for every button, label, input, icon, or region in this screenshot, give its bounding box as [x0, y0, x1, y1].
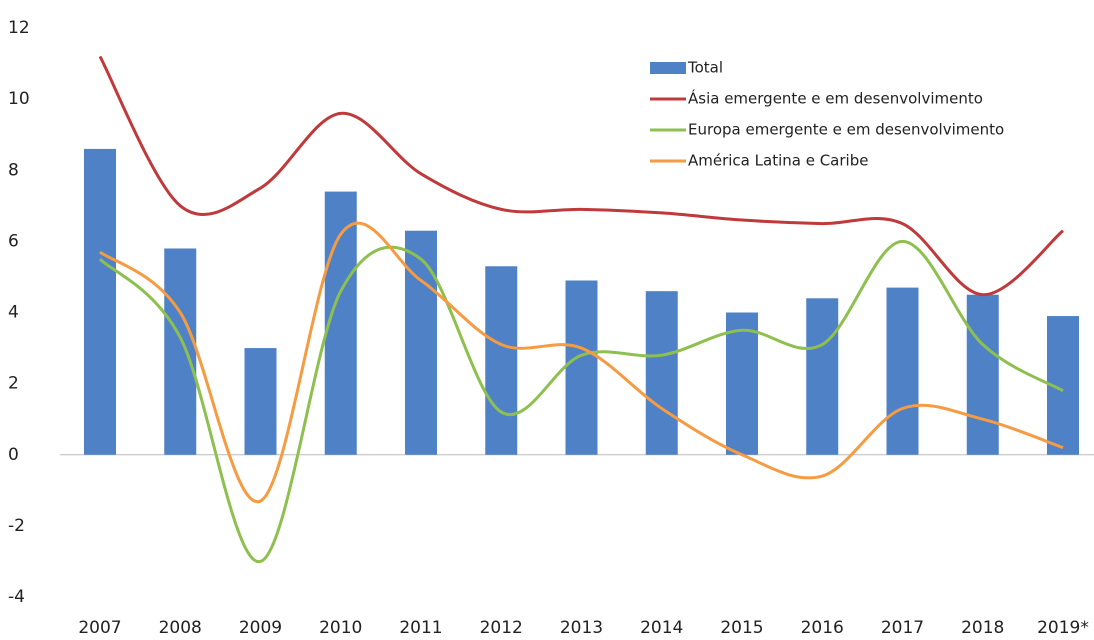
y-tick-label: -2 — [8, 516, 25, 536]
bar — [485, 266, 518, 455]
x-tick-label: 2016 — [801, 618, 844, 638]
y-tick-label: 2 — [8, 374, 19, 394]
x-tick-label: 2008 — [159, 618, 202, 638]
x-tick-label: 2014 — [640, 618, 683, 638]
y-tick-label: 6 — [8, 231, 19, 251]
y-tick-label: 10 — [8, 89, 30, 109]
legend-label: América Latina e Caribe — [688, 152, 868, 170]
y-tick-label: 4 — [8, 303, 19, 323]
series-line — [98, 239, 1064, 563]
bar — [645, 291, 678, 455]
bar — [726, 312, 758, 455]
bar — [164, 248, 197, 455]
x-tick-label: 2009 — [239, 618, 282, 638]
series-line — [99, 221, 1064, 503]
x-tick-label: 2011 — [399, 618, 442, 638]
y-tick-label: 0 — [8, 445, 19, 465]
legend-label: Ásia emergente e em desenvolvimento — [688, 89, 983, 108]
x-tick-label: 2010 — [319, 618, 362, 638]
bar — [84, 148, 116, 455]
x-tick-label: 2017 — [881, 618, 924, 638]
y-tick-label: -4 — [8, 587, 25, 607]
bar — [244, 348, 277, 455]
bar — [806, 298, 839, 455]
x-tick-label: 2013 — [560, 618, 603, 638]
y-tick-label: 8 — [8, 160, 19, 180]
bar — [886, 287, 919, 455]
bar — [966, 294, 999, 455]
series-line — [98, 55, 1064, 297]
bar — [565, 280, 598, 455]
x-tick-label: 2007 — [78, 618, 121, 638]
x-tick-label: 2015 — [720, 618, 763, 638]
legend-label: Total — [687, 59, 723, 77]
bar — [405, 230, 437, 455]
legend-label: Europa emergente e em desenvolvimento — [688, 121, 1004, 139]
x-tick-label: 2018 — [961, 618, 1004, 638]
y-tick-label: 12 — [8, 18, 30, 38]
legend-swatch — [650, 62, 686, 74]
x-tick-label: 2012 — [480, 618, 523, 638]
x-tick-label: 2019* — [1037, 618, 1089, 638]
